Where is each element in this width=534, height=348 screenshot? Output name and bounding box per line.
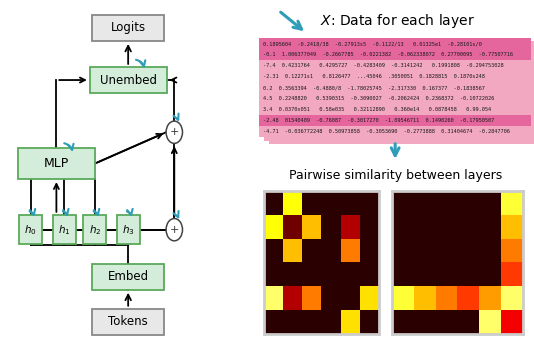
Text: +: +	[170, 127, 179, 137]
Circle shape	[166, 219, 183, 241]
Text: -0.1  1.006377049  -0.2667785  -0.0221382  -0.062338072  0.27700095  -0.77507716: -0.1 1.006377049 -0.2667785 -0.0221382 -…	[263, 52, 513, 57]
FancyBboxPatch shape	[92, 15, 164, 41]
Text: Embed: Embed	[107, 270, 149, 283]
Bar	[259, 38, 531, 49]
Text: $h_0$: $h_0$	[25, 223, 37, 237]
Text: -2.31  0.12271s1   0.8126477  ...45046  .3050051  0.1828815  0.1870s248: -2.31 0.12271s1 0.8126477 ...45046 .3050…	[263, 74, 485, 79]
Text: MLP: MLP	[44, 157, 69, 170]
Text: +: +	[170, 225, 179, 235]
Text: -7.4  0.4231764   0.4295727  -0.4283409  -0.3141242   0.1991808  -0.294753028: -7.4 0.4231764 0.4295727 -0.4283409 -0.3…	[263, 63, 504, 68]
Text: $h_2$: $h_2$	[89, 223, 101, 237]
FancyBboxPatch shape	[19, 215, 42, 244]
Text: -2.48  01540409  -0.76087  -0.3017270  -1.09546711  0.1490260  -0.17950507: -2.48 01540409 -0.76087 -0.3017270 -1.09…	[263, 118, 494, 124]
Text: $h_3$: $h_3$	[122, 223, 135, 237]
Text: Logits: Logits	[111, 21, 146, 34]
Circle shape	[166, 121, 183, 143]
Bar	[259, 116, 531, 126]
Text: 3.4  0.0370s051   0.58e035   0.32112890   0.360e14   0.0878458   0.99.054: 3.4 0.0370s051 0.58e035 0.32112890 0.360…	[263, 108, 491, 112]
Bar	[259, 49, 531, 60]
Text: Unembed: Unembed	[100, 73, 156, 87]
Text: 0.2  0.3563394  -0.4880/8  -1.78025745  -2.317330  0.167377  -0.1838567: 0.2 0.3563394 -0.4880/8 -1.78025745 -2.3…	[263, 85, 485, 90]
Bar	[259, 38, 531, 137]
FancyBboxPatch shape	[90, 67, 167, 93]
Text: -4.71  -0.036772248  0.50973858  -0.3053690  -0.2773888  0.31404674  -0.2847706: -4.71 -0.036772248 0.50973858 -0.3053690…	[263, 129, 510, 134]
Text: 0.1895604  -0.2418/38  -0.27913s5  -0.1122/13   0.01325e1  -0.28101s/0: 0.1895604 -0.2418/38 -0.27913s5 -0.1122/…	[263, 41, 482, 46]
Text: Tokens: Tokens	[108, 315, 148, 329]
Text: Pairwise similarity between layers: Pairwise similarity between layers	[288, 169, 502, 182]
FancyBboxPatch shape	[92, 264, 164, 290]
FancyBboxPatch shape	[18, 148, 95, 179]
Text: $h_1$: $h_1$	[58, 223, 70, 237]
Bar	[264, 41, 534, 141]
FancyBboxPatch shape	[83, 215, 106, 244]
Text: 4.5  0.2248820   0.5390315  -0.3090027  -0.2062424  0.2368372  -0.10722026: 4.5 0.2248820 0.5390315 -0.3090027 -0.20…	[263, 96, 494, 101]
Text: $\mathit{X}$: Data for each layer: $\mathit{X}$: Data for each layer	[320, 12, 475, 30]
Bar	[269, 45, 534, 144]
FancyBboxPatch shape	[116, 215, 140, 244]
FancyBboxPatch shape	[52, 215, 76, 244]
FancyBboxPatch shape	[92, 309, 164, 335]
